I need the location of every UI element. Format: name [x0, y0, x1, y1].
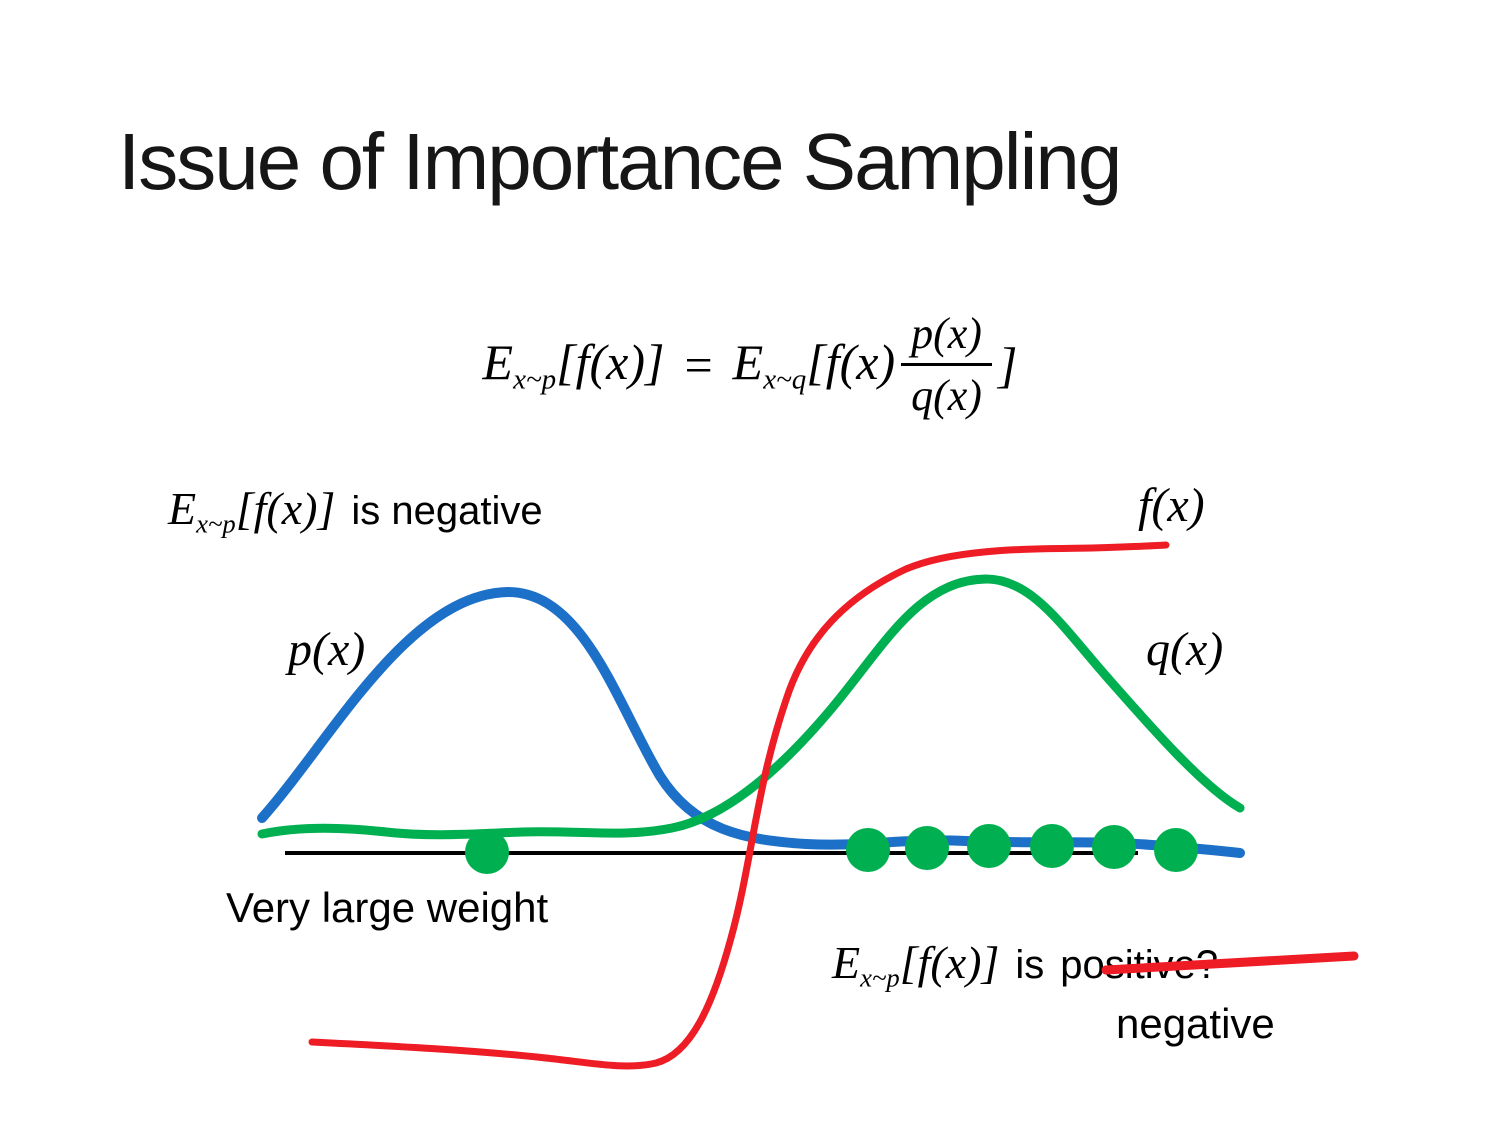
expectation-positive-math: Ex~p[f(x)]: [832, 936, 999, 994]
f-curve-label: f(x): [1138, 479, 1205, 532]
pos-math-arg: [f(x)]: [899, 937, 1000, 988]
p-distribution-curve: [257, 586, 1245, 858]
formula-lhs: Ex~p[f(x)]: [483, 333, 665, 396]
formula-fraction-numerator: p(x): [901, 308, 992, 366]
expectation-negative-math: Ex~p[f(x)]: [168, 482, 335, 540]
pos-annotation-is: is: [1015, 943, 1045, 987]
formula-fraction: p(x) q(x): [901, 308, 992, 421]
sample-dot: [967, 824, 1011, 868]
formula-rhs: Ex~q[f(x): [733, 333, 895, 396]
neg-math-E: E: [168, 483, 197, 534]
formula-equals: =: [684, 336, 713, 393]
sample-dot: [1030, 824, 1074, 868]
sample-dot-large-weight: [465, 830, 509, 874]
neg-math-subscript: x~p: [196, 508, 236, 539]
formula-rhs-open: [f(x): [806, 333, 896, 390]
formula-rhs-close: ]: [997, 336, 1018, 393]
sample-dot: [1092, 825, 1136, 869]
sample-dot: [846, 828, 890, 872]
expectation-positive-annotation: Ex~p[f(x)] is positive?: [832, 936, 1218, 994]
formula-rhs-E: E: [732, 333, 764, 390]
negative-correction-label: negative: [1116, 1000, 1275, 1047]
formula-lhs-arg: [f(x)]: [556, 333, 665, 390]
very-large-weight-label: Very large weight: [226, 884, 549, 931]
formula-lhs-E: E: [482, 333, 514, 390]
q-distribution-curve: [257, 574, 1245, 840]
formula-lhs-subscript: x~p: [513, 363, 557, 396]
q-curve-label: q(x): [1146, 623, 1224, 676]
slide-title: Issue of Importance Sampling: [118, 117, 1122, 206]
formula-fraction-denominator: q(x): [911, 371, 982, 420]
neg-annotation-text: is negative: [351, 489, 543, 533]
pos-math-E: E: [832, 937, 861, 988]
neg-math-arg: [f(x)]: [235, 483, 336, 534]
sample-dot: [1154, 828, 1198, 872]
expectation-negative-annotation: Ex~p[f(x)] is negative: [168, 482, 543, 540]
formula-rhs-subscript: x~q: [763, 363, 807, 396]
pos-math-subscript: x~p: [860, 962, 900, 993]
sample-dots: [465, 824, 1198, 874]
importance-sampling-formula: Ex~p[f(x)] = Ex~q[f(x) p(x) q(x) ]: [0, 308, 1500, 421]
sample-dot: [905, 826, 949, 870]
p-curve-label: p(x): [288, 623, 366, 676]
pos-annotation-struck-word: positive?: [1060, 943, 1219, 987]
